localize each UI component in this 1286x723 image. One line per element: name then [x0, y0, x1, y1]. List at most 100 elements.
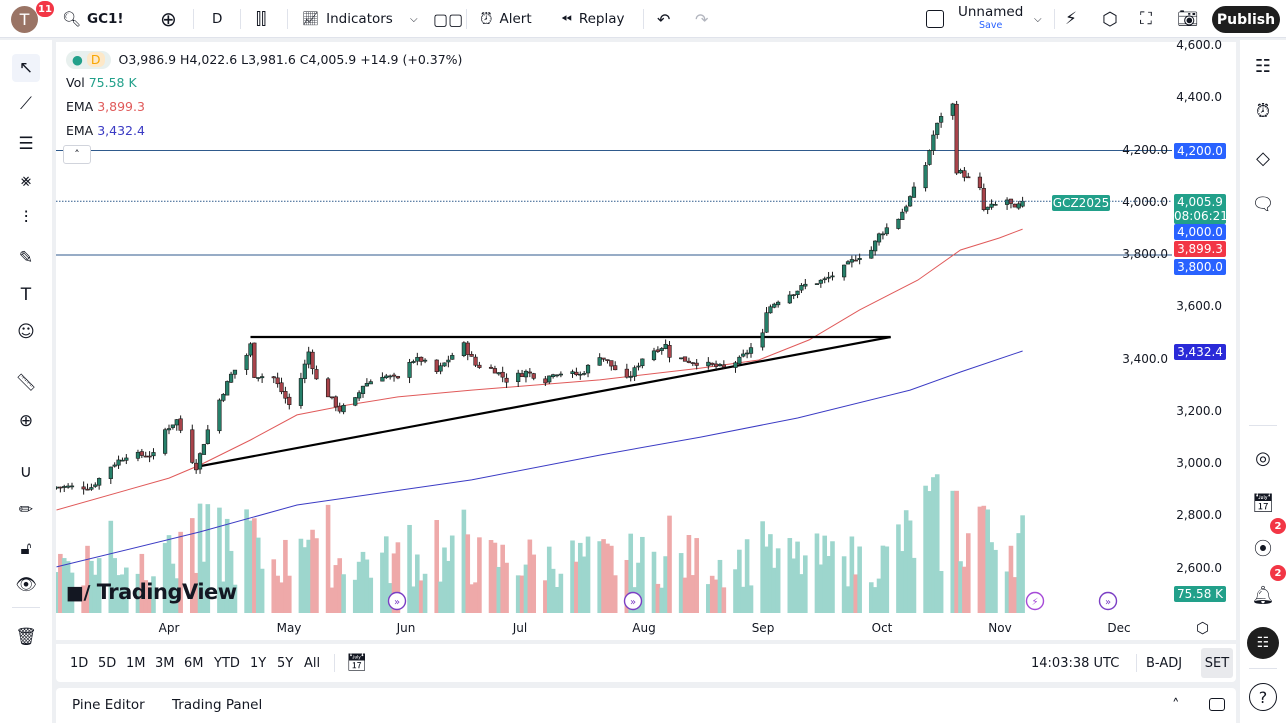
- earnings-lightning-marker: [1025, 591, 1045, 611]
- range-1d[interactable]: 1D: [70, 655, 89, 671]
- session-set-toggle[interactable]: SET: [1201, 648, 1233, 678]
- volume-bar: [135, 573, 141, 613]
- alert-button[interactable]: ⏰︎ Alert: [480, 9, 532, 28]
- ema-fast-legend[interactable]: EMA 3,899.3: [66, 99, 145, 114]
- volume-bar: [298, 538, 304, 613]
- range-1m[interactable]: 1M: [126, 655, 146, 671]
- quick-search-icon[interactable]: ⚡︎: [1065, 9, 1077, 29]
- apps-grid-icon[interactable]: ☷: [1247, 627, 1279, 659]
- stream-badge: 2: [1270, 518, 1286, 534]
- volume-bar: [931, 477, 936, 613]
- redo-icon[interactable]: ↷: [695, 9, 709, 29]
- alerts-clock-icon[interactable]: ⏰︎: [1255, 100, 1271, 122]
- candle-body: [306, 351, 311, 365]
- compare-add-icon[interactable]: ⊕: [160, 7, 177, 31]
- settings-hexagon-icon[interactable]: ⬡: [1102, 8, 1118, 30]
- volume-bar: [927, 491, 932, 613]
- trash-icon[interactable]: 🗑︎: [15, 627, 37, 647]
- save-link[interactable]: Save: [978, 20, 1003, 31]
- zoom-in-icon[interactable]: ⊕: [18, 411, 34, 431]
- range-5y[interactable]: 5Y: [277, 655, 294, 671]
- layers-icon[interactable]: ◇: [1256, 147, 1270, 169]
- range-6m[interactable]: 6M: [184, 655, 204, 671]
- candle-body: [853, 259, 858, 262]
- publish-button[interactable]: Publish: [1212, 6, 1280, 33]
- magnet-icon[interactable]: ∪: [19, 462, 33, 482]
- symbol-search[interactable]: 🔍︎ GC1!: [62, 0, 124, 38]
- volume-bar: [314, 538, 319, 613]
- goto-date-calendar-icon[interactable]: 📅︎: [346, 653, 368, 673]
- volume-bar: [903, 510, 909, 613]
- volume-legend[interactable]: Vol 75.58 K: [66, 75, 137, 90]
- prediction-icon[interactable]: ⫶: [23, 208, 29, 228]
- chevron-down-icon[interactable]: ⌵: [410, 13, 418, 25]
- last-price-label: 4,005.9 08:06:21: [1174, 194, 1228, 224]
- range-1y[interactable]: 1Y: [250, 655, 267, 671]
- lock-drawing-icon[interactable]: ✏: [18, 500, 34, 520]
- layout-name[interactable]: Unnamed Save: [958, 4, 1024, 31]
- emoji-icon[interactable]: ☺: [17, 322, 35, 342]
- candle-body: [605, 359, 610, 362]
- price-chart[interactable]: » » ⚡︎ »: [56, 42, 1172, 615]
- stream-icon[interactable]: ⦿: [1254, 539, 1272, 560]
- collapse-legend-button[interactable]: ˄: [63, 145, 91, 164]
- templates-grid-icon[interactable]: ▢▢: [433, 9, 464, 29]
- tab-pine-editor[interactable]: Pine Editor: [72, 696, 145, 713]
- candle-body: [197, 453, 203, 470]
- range-5d[interactable]: 5D: [98, 655, 117, 671]
- chevron-up-icon[interactable]: ˄: [1172, 695, 1180, 714]
- volume-bar: [826, 556, 831, 613]
- help-icon[interactable]: ?: [1249, 683, 1277, 711]
- tab-trading-panel[interactable]: Trading Panel: [172, 696, 263, 713]
- cursor-icon[interactable]: ↖: [12, 54, 40, 82]
- volume-bar: [686, 535, 692, 613]
- volume-bar: [558, 573, 564, 613]
- calendar-icon[interactable]: 📅︎: [1251, 492, 1275, 514]
- timezone-clock[interactable]: 14:03:38 UTC: [1031, 655, 1120, 671]
- time-axis-settings-icon[interactable]: ⬡: [1196, 619, 1210, 637]
- volume-bar: [876, 578, 882, 613]
- lock-icon[interactable]: 🔓︎: [20, 539, 32, 559]
- candle-body: [450, 355, 455, 360]
- trend-line-icon[interactable]: ⟋: [20, 94, 32, 114]
- layout-chevron-down-icon[interactable]: ⌵: [1034, 13, 1042, 25]
- maximize-panel-icon[interactable]: [1209, 698, 1225, 711]
- ema-slow-legend[interactable]: EMA 3,432.4: [66, 123, 145, 138]
- interval-button[interactable]: D: [212, 11, 223, 27]
- layout-checkbox-icon[interactable]: [926, 10, 944, 28]
- candles-chart-type-icon[interactable]: ⫿⫿: [256, 9, 267, 28]
- avatar[interactable]: T: [11, 6, 38, 33]
- candle-body: [939, 116, 944, 123]
- range-ytd[interactable]: YTD: [214, 655, 240, 671]
- fib-retracement-icon[interactable]: ☰: [18, 134, 34, 154]
- candle-body: [465, 342, 470, 355]
- b-adj-toggle[interactable]: B-ADJ: [1146, 655, 1183, 671]
- notifications-bell-icon[interactable]: 🔔︎: [1251, 584, 1275, 606]
- brush-icon[interactable]: ✎: [18, 248, 34, 268]
- visibility-eye-icon[interactable]: 👁︎: [15, 575, 37, 595]
- candle-body: [896, 218, 901, 229]
- technicals-gauge-icon[interactable]: ◎: [1255, 447, 1271, 469]
- search-icon: 🔍︎: [62, 10, 82, 28]
- volume-bar: [56, 572, 59, 613]
- fullscreen-icon[interactable]: ⛶: [1140, 9, 1152, 29]
- volume-bar: [383, 536, 389, 613]
- candle-body: [333, 396, 338, 408]
- replay-button[interactable]: ⏪︎ Replay: [561, 11, 625, 27]
- pattern-icon[interactable]: ⨳: [20, 171, 32, 191]
- watchlist-icon[interactable]: ☷: [1254, 55, 1272, 77]
- range-all[interactable]: All: [304, 655, 321, 671]
- range-3m[interactable]: 3M: [155, 655, 175, 671]
- volume-bar: [954, 490, 959, 613]
- chat-icon[interactable]: 🗨︎: [1251, 193, 1275, 215]
- volume-bar: [380, 552, 385, 613]
- candle-body: [97, 478, 102, 486]
- volume-bar: [709, 575, 715, 613]
- indicators-button[interactable]: 📈︎ Indicators: [302, 11, 393, 27]
- text-icon[interactable]: T: [20, 285, 32, 305]
- volume-bar: [791, 558, 796, 613]
- ruler-icon[interactable]: 📏︎: [15, 373, 37, 393]
- camera-icon[interactable]: 📷︎: [1177, 9, 1199, 29]
- undo-icon[interactable]: ↶: [657, 9, 671, 29]
- candle-body: [438, 365, 443, 372]
